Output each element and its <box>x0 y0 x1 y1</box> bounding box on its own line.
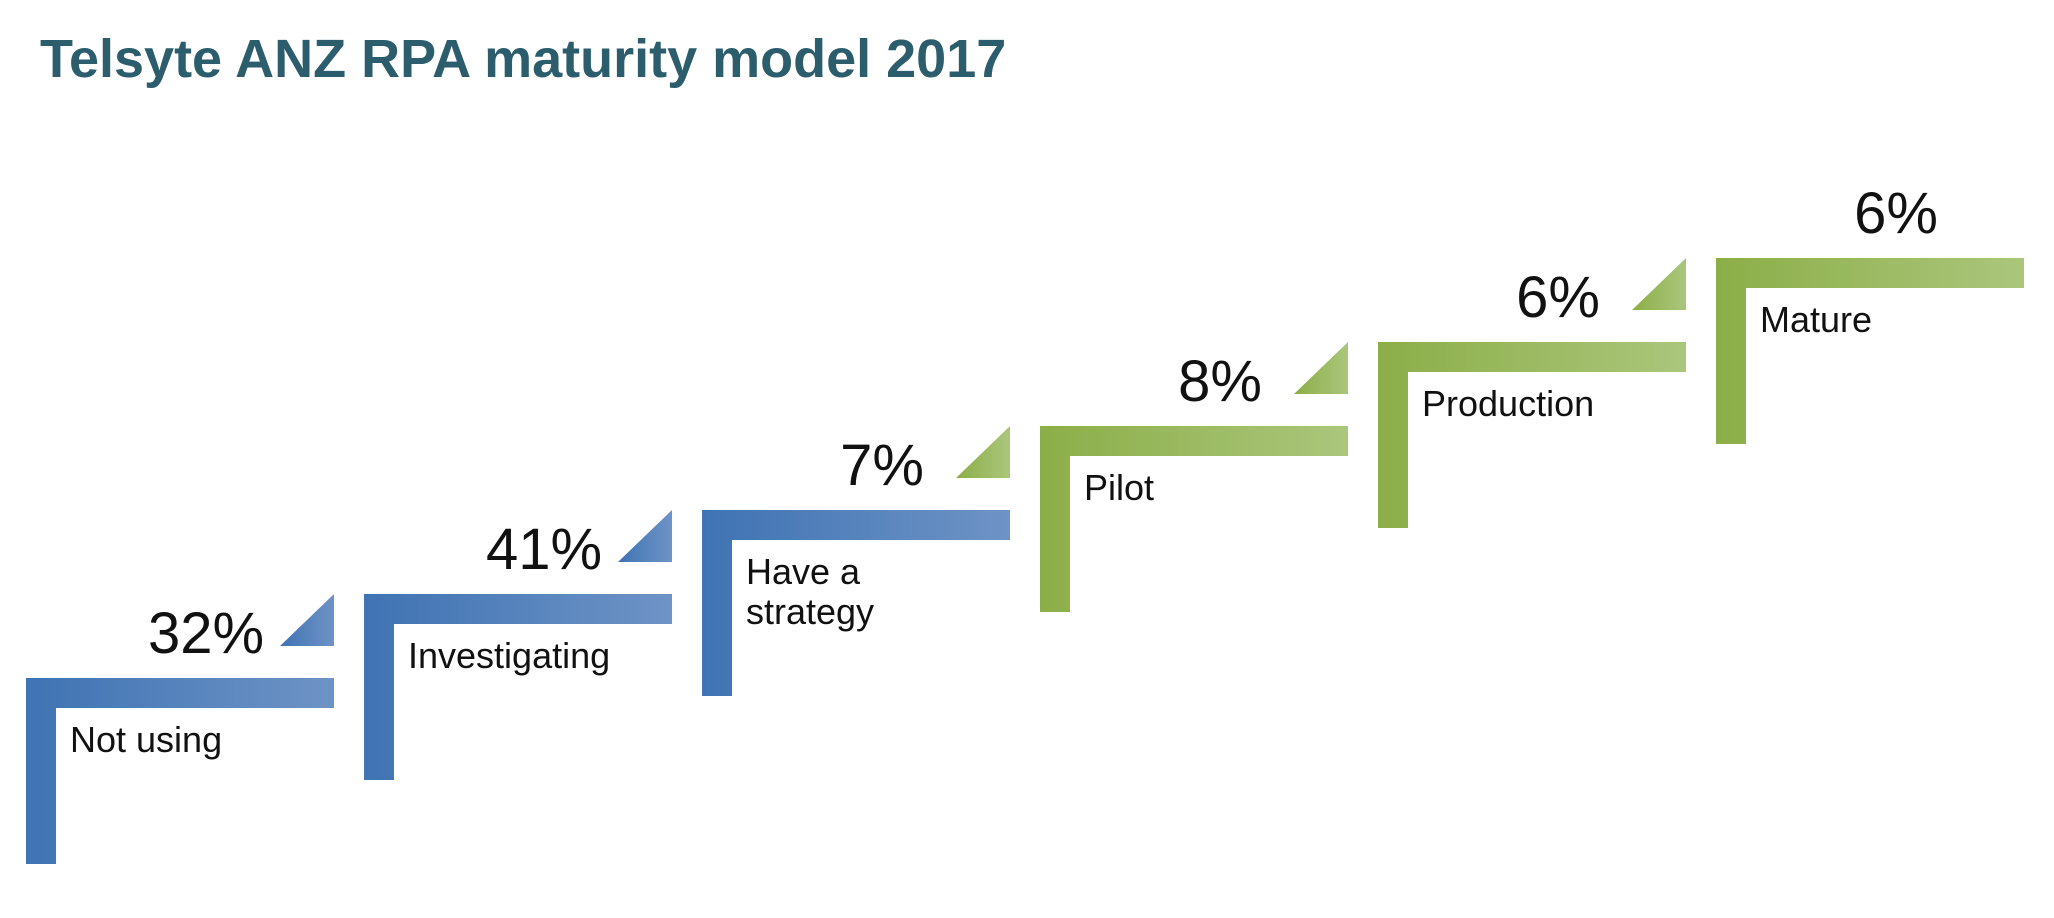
step-label: Mature <box>1760 299 1873 340</box>
step-3-arrow-triangle <box>956 426 1010 478</box>
step-2-arrow-triangle <box>618 510 672 562</box>
step-percent: 8% <box>1178 349 1262 414</box>
step-label: Production <box>1422 383 1595 424</box>
step-5-bracket <box>1378 342 1686 528</box>
step-2-bracket <box>364 594 672 780</box>
step-label: Pilot <box>1084 467 1155 508</box>
step-4-arrow-triangle <box>1294 342 1348 394</box>
step-percent: 6% <box>1516 265 1600 330</box>
step-percent: 41% <box>485 517 603 582</box>
step-label: Investigating <box>408 635 611 676</box>
step-percent: 32% <box>147 601 265 666</box>
step-6-bracket <box>1716 258 2024 444</box>
step-percent: 7% <box>840 433 924 498</box>
step-1-arrow-triangle <box>280 594 334 646</box>
step-1-bracket <box>26 678 334 864</box>
step-3-bracket <box>702 510 1010 696</box>
step-label: Not using <box>70 719 223 760</box>
step-percent: 6% <box>1854 181 1938 246</box>
step-label: Have a strategy <box>746 551 875 632</box>
step-5-arrow-triangle <box>1632 258 1686 310</box>
step-4-bracket <box>1040 426 1348 612</box>
page-title: Telsyte ANZ RPA maturity model 2017 <box>40 29 1007 89</box>
